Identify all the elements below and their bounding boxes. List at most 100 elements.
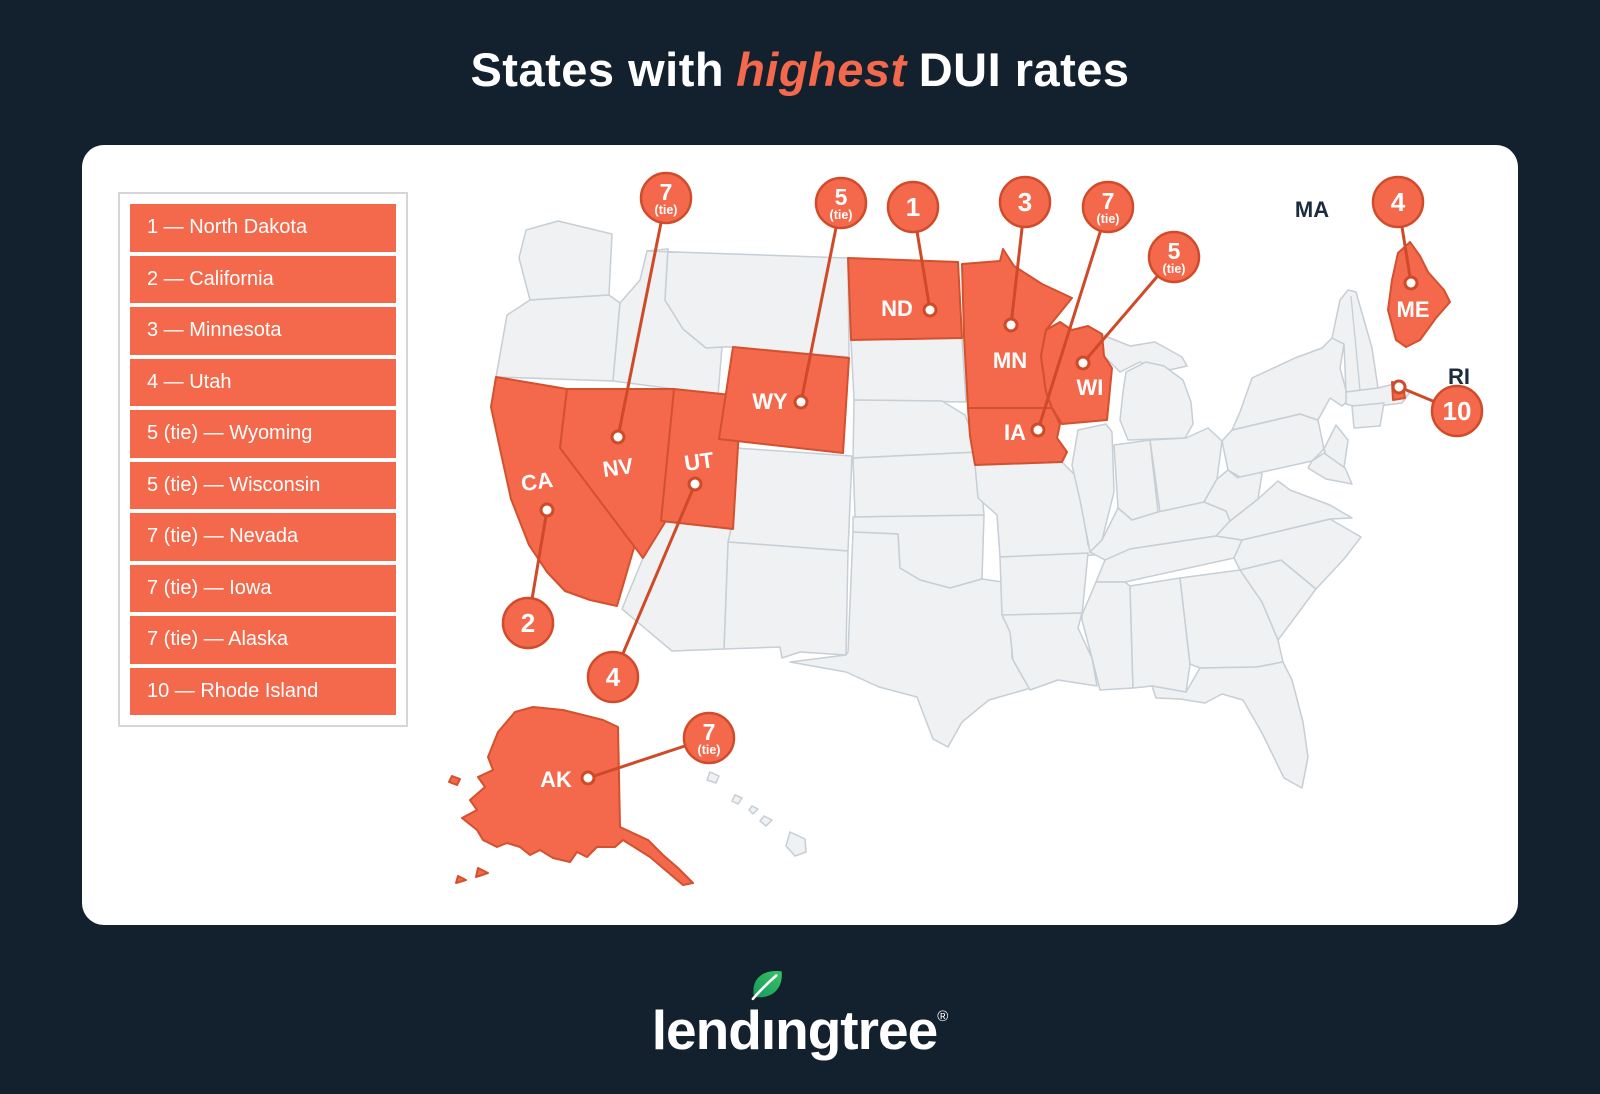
dot-ia — [1030, 422, 1046, 438]
marker-dots — [539, 275, 1419, 786]
callout-number: 7 — [1102, 188, 1115, 214]
leaf-icon — [751, 970, 782, 1001]
callout-circle — [998, 175, 1052, 229]
state-ia — [967, 407, 1068, 466]
callout-circle — [814, 176, 868, 230]
state-md — [1307, 452, 1353, 485]
legend-label: 7 (tie) — Nevada — [147, 525, 299, 548]
callout-circle — [1430, 384, 1484, 438]
state-sd — [850, 337, 967, 403]
label-ri: RI — [1448, 364, 1470, 389]
logo-i: ı — [751, 970, 782, 1062]
dot-ca — [539, 502, 555, 518]
legend-row: 2 — California — [130, 255, 396, 303]
dot-me — [1403, 275, 1419, 291]
legend-row: 7 (tie) — Nevada — [130, 513, 396, 561]
legend-row: 3 — Minnesota — [130, 307, 396, 355]
page-title: States with highest DUI rates — [0, 42, 1600, 97]
callout-number: 4 — [1391, 187, 1406, 217]
state-ne — [852, 399, 980, 459]
state-me — [1387, 241, 1451, 348]
callout-tie-label: (tie) — [1163, 262, 1186, 276]
vt-nh-border — [1350, 295, 1361, 391]
callout-north-dakota: 1 — [886, 180, 940, 234]
legend-label: 5 (tie) — Wyoming — [147, 422, 313, 445]
callout-tie-label: (tie) — [655, 203, 678, 217]
state-ak — [461, 706, 694, 886]
callout-alaska: 7 (tie) — [682, 711, 736, 765]
callout-tie-label: (tie) — [698, 743, 721, 757]
callout-number: 5 — [1168, 238, 1181, 264]
state-ct — [1351, 402, 1385, 429]
callout-circle — [1371, 175, 1425, 229]
label-mn: MN — [993, 348, 1027, 373]
dot-ak — [580, 770, 596, 786]
us-map: 7 (tie) 5 (tie) 1 3 7 (tie) — [448, 171, 1484, 886]
callout-wisconsin: 5 (tie) — [1147, 230, 1201, 284]
state-co — [727, 447, 853, 552]
callout-number: 7 — [703, 719, 716, 745]
label-nd: ND — [881, 296, 913, 321]
legend-row: 4 — Utah — [130, 358, 396, 406]
state-mi — [1119, 361, 1194, 441]
dot-wi — [1075, 355, 1091, 371]
callout-circle — [886, 180, 940, 234]
label-ma: MA — [1295, 197, 1329, 222]
callout-nevada: 7 (tie) — [639, 171, 693, 225]
callout-circle — [586, 650, 640, 704]
label-wi: WI — [1077, 375, 1104, 400]
state-labels: CA NV UT WY ND MN WI IA ME AK MA RI — [519, 197, 1470, 792]
callout-wyoming: 5 (tie) — [814, 176, 868, 230]
dot-nd — [922, 302, 938, 318]
legend-label: 3 — Minnesota — [147, 319, 282, 342]
callout-iowa: 7 (tie) — [1081, 180, 1135, 234]
callout-circle — [682, 711, 736, 765]
callout-tie-label: (tie) — [1097, 212, 1120, 226]
callout-number: 10 — [1443, 396, 1472, 426]
rank-legend: 1 — North Dakota 2 — California 3 — Minn… — [118, 192, 408, 727]
callout-line-ia — [1036, 205, 1110, 432]
title-prefix: States with — [470, 43, 725, 96]
state-tx — [789, 531, 1032, 748]
legend-row: 1 — North Dakota — [130, 204, 396, 252]
registered-mark: ® — [937, 1008, 949, 1025]
dot-mn — [1003, 317, 1019, 333]
legend-label: 7 (tie) — Iowa — [147, 576, 272, 599]
title-suffix: DUI rates — [918, 43, 1130, 96]
logo-text-start: lend — [651, 999, 762, 1061]
logo-i-glyph: ı — [760, 999, 776, 1061]
state-az — [621, 518, 732, 652]
callout-line-wy — [799, 201, 843, 404]
state-ms — [1081, 581, 1134, 691]
legend-row: 5 (tie) — Wyoming — [130, 410, 396, 458]
legend-label: 7 (tie) — Alaska — [147, 628, 289, 651]
title-highlight: highest — [736, 43, 907, 96]
label-ut: UT — [683, 447, 716, 476]
callout-circle — [501, 596, 555, 650]
state-ak-islands — [448, 775, 489, 884]
callout-maine: 4 — [1371, 175, 1425, 229]
dot-wy — [793, 394, 809, 410]
states-default — [495, 220, 1411, 857]
legend-row: 10 — Rhode Island — [130, 667, 396, 715]
dot-ri — [1391, 379, 1407, 395]
lendingtree-logo: lend ıngtree® — [651, 970, 949, 1062]
callout-line-ut — [611, 482, 697, 679]
logo-text-end: ngtree — [775, 999, 938, 1061]
label-wy: WY — [752, 389, 788, 414]
state-al — [1129, 577, 1191, 695]
label-ak: AK — [540, 767, 572, 792]
state-ks — [852, 451, 985, 518]
callout-rhode-island: 10 — [1430, 384, 1484, 438]
label-ia: IA — [1004, 420, 1026, 445]
state-ar — [999, 552, 1089, 619]
callout-california: 2 — [501, 596, 555, 650]
callout-utah: 4 — [586, 650, 640, 704]
callout-line-nv — [616, 196, 668, 439]
state-wa — [518, 220, 613, 301]
legend-label: 5 (tie) — Wisconsin — [147, 473, 321, 496]
state-mt — [646, 248, 850, 358]
callout-circle — [1081, 180, 1135, 234]
state-ny — [1231, 337, 1357, 431]
